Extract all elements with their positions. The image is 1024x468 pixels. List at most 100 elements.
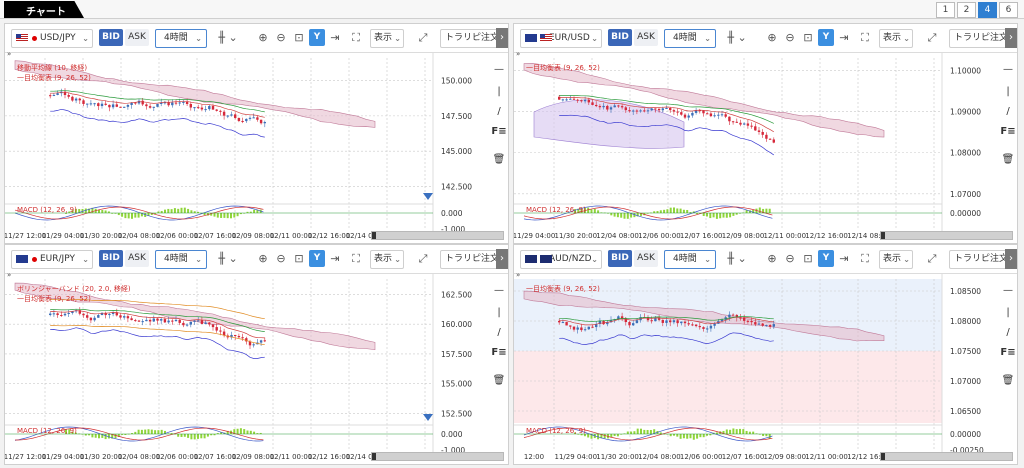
trend-line-icon[interactable]: / [1006,327,1010,338]
indicator-icon[interactable]: ⛶ [352,252,360,265]
chart-scrollbar[interactable] [371,452,504,461]
layout-6-button[interactable]: 6 [999,2,1018,18]
zoom-out-icon[interactable]: ⊖ [276,31,286,44]
ask-button[interactable]: ASK [125,250,149,267]
chart-type-icon[interactable]: ╫ ⌄ [218,31,238,44]
timeframe-select[interactable]: 4時間 ⌄ [664,29,716,48]
horizontal-line-icon[interactable]: — [1003,285,1013,296]
chevron-right-icon[interactable]: › [1005,249,1017,269]
trend-line-icon[interactable]: / [1006,106,1010,117]
chevron-right-icon[interactable]: › [496,249,508,269]
chart-type-icon[interactable]: ╫ ⌄ [727,31,747,44]
trade-order-button[interactable]: トラリピ注文 [440,29,502,48]
fit-screen-icon[interactable]: ⊡ [294,252,304,265]
fibonacci-icon[interactable]: F≡ [1000,347,1016,358]
auto-scale-icon[interactable]: Y [818,29,834,46]
chart-scrollbar[interactable] [371,231,504,240]
scrollbar-thumb[interactable] [881,453,885,460]
scrollbar-thumb[interactable] [881,232,885,239]
chart-area[interactable]: 150.000 147.500 145.000 142.500 » 移動平均線 (10, … [5,52,508,243]
fibonacci-icon[interactable]: F≡ [1000,126,1016,137]
scrollbar-thumb[interactable] [372,232,376,239]
indicator-icon[interactable]: ⛶ [352,31,360,44]
timeframe-select[interactable]: 4時間 ⌄ [155,250,207,269]
auto-scale-icon[interactable]: Y [309,29,325,46]
chart-type-icon[interactable]: ╫ ⌄ [727,252,747,265]
trash-icon[interactable]: 🗑 [1001,375,1015,386]
chevron-right-icon[interactable]: › [1005,28,1017,48]
symbol-select[interactable]: AUD/NZD ⌄ [520,250,602,269]
chevron-down-icon: ⌄ [704,255,711,264]
zoom-in-icon[interactable]: ⊕ [258,31,268,44]
trend-line-icon[interactable]: / [497,327,501,338]
symbol-select[interactable]: USD/JPY ⌄ [11,29,93,48]
zoom-out-icon[interactable]: ⊖ [276,252,286,265]
auto-scale-icon[interactable]: Y [309,250,325,267]
fibonacci-icon[interactable]: F≡ [491,126,507,137]
horizontal-line-icon[interactable]: — [1003,64,1013,75]
expand-icon[interactable]: ⤢ [927,252,937,265]
chart-type-icon[interactable]: ╫ ⌄ [218,252,238,265]
jump-latest-icon[interactable]: ⇥ [330,252,340,265]
display-select[interactable]: 表示 ⌄ [879,250,913,269]
display-select[interactable]: 表示 ⌄ [879,29,913,48]
fit-screen-icon[interactable]: ⊡ [294,31,304,44]
vertical-line-icon[interactable]: | [1006,307,1010,318]
indicator-icon[interactable]: ⛶ [861,252,869,265]
symbol-select[interactable]: EUR/JPY ⌄ [11,250,93,269]
expand-icon[interactable]: ⤢ [418,31,428,44]
symbol-select[interactable]: EUR/USD ⌄ [520,29,602,48]
fit-screen-icon[interactable]: ⊡ [803,252,813,265]
auto-scale-icon[interactable]: Y [818,250,834,267]
candle [731,314,735,316]
fibonacci-icon[interactable]: F≡ [491,347,507,358]
trade-order-button[interactable]: トラリピ注文 [949,29,1011,48]
zoom-in-icon[interactable]: ⊕ [767,31,777,44]
trash-icon[interactable]: 🗑 [492,375,506,386]
chart-scrollbar[interactable] [880,231,1013,240]
bid-button[interactable]: BID [608,29,632,46]
vertical-line-icon[interactable]: | [497,307,501,318]
display-select[interactable]: 表示 ⌄ [370,250,404,269]
trash-icon[interactable]: 🗑 [492,154,506,165]
expand-icon[interactable]: ⤢ [927,31,937,44]
trend-line-icon[interactable]: / [497,106,501,117]
layout-4-button[interactable]: 4 [978,2,997,18]
bid-button[interactable]: BID [99,250,123,267]
jump-latest-icon[interactable]: ⇥ [330,31,340,44]
chart-area[interactable]: 1.10000 1.09000 1.08000 1.07000 » 一目均衡表 (9, 2… [514,52,1017,243]
layout-1-button[interactable]: 1 [936,2,955,18]
expand-icon[interactable]: ⤢ [418,252,428,265]
chevron-right-icon[interactable]: › [496,28,508,48]
zoom-in-icon[interactable]: ⊕ [258,252,268,265]
vertical-line-icon[interactable]: | [1006,86,1010,97]
zoom-out-icon[interactable]: ⊖ [785,31,795,44]
trade-order-button[interactable]: トラリピ注文 [949,250,1011,269]
chart-scrollbar[interactable] [880,452,1013,461]
horizontal-line-icon[interactable]: — [494,64,504,75]
timeframe-select[interactable]: 4時間 ⌄ [664,250,716,269]
ask-button[interactable]: ASK [634,29,658,46]
jump-latest-icon[interactable]: ⇥ [839,31,849,44]
display-select[interactable]: 表示 ⌄ [370,29,404,48]
bid-button[interactable]: BID [608,250,632,267]
chart-area[interactable]: 162.500 160.000 157.500 155.000 152.500 » ボリンジ… [5,273,508,464]
trash-icon[interactable]: 🗑 [1001,154,1015,165]
indicator-icon[interactable]: ⛶ [861,31,869,44]
timeframe-select[interactable]: 4時間 ⌄ [155,29,207,48]
bid-button[interactable]: BID [99,29,123,46]
scrollbar-thumb[interactable] [372,453,376,460]
chart-area[interactable]: 1.08500 1.08000 1.07500 1.07000 1.06500 » 一目均衡… [514,273,1017,464]
ask-button[interactable]: ASK [125,29,149,46]
zoom-out-icon[interactable]: ⊖ [785,252,795,265]
candle [104,103,107,105]
trade-order-button[interactable]: トラリピ注文 [440,250,502,269]
fit-screen-icon[interactable]: ⊡ [803,31,813,44]
horizontal-line-icon[interactable]: — [494,285,504,296]
zoom-in-icon[interactable]: ⊕ [767,252,777,265]
tab-chart[interactable]: チャート [4,1,84,18]
layout-2-button[interactable]: 2 [957,2,976,18]
ask-button[interactable]: ASK [634,250,658,267]
jump-latest-icon[interactable]: ⇥ [839,252,849,265]
vertical-line-icon[interactable]: | [497,86,501,97]
